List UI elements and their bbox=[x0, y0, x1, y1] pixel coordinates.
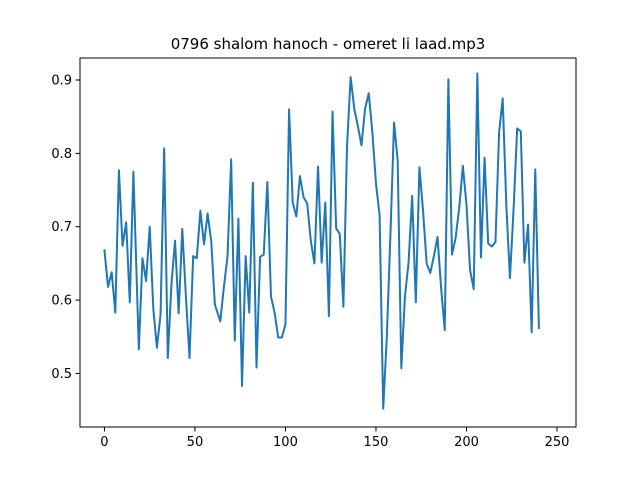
y-tick-label: 0.9 bbox=[51, 74, 72, 89]
x-tick-label: 0 bbox=[100, 435, 108, 450]
x-tick-label: 150 bbox=[364, 435, 389, 450]
series-layer bbox=[103, 72, 540, 410]
plot-area-frame bbox=[79, 57, 577, 428]
x-tick-label: 250 bbox=[545, 435, 570, 450]
x-tick-label: 200 bbox=[454, 435, 479, 450]
series-line-0 bbox=[103, 72, 540, 410]
chart-title: 0796 shalom hanoch - omeret li laad.mp3 bbox=[171, 35, 486, 53]
x-tick-label: 50 bbox=[187, 435, 204, 450]
y-tick-label: 0.8 bbox=[51, 147, 72, 162]
y-tick-label: 0.6 bbox=[51, 294, 72, 309]
y-tick-label: 0.5 bbox=[51, 367, 72, 382]
y-axis: 0.5 0.6 0.7 0.8 0.9 bbox=[51, 74, 80, 382]
x-tick-label: 100 bbox=[273, 435, 298, 450]
x-axis: 0 50 100 150 200 250 bbox=[100, 427, 569, 450]
y-tick-label: 0.7 bbox=[51, 220, 72, 235]
